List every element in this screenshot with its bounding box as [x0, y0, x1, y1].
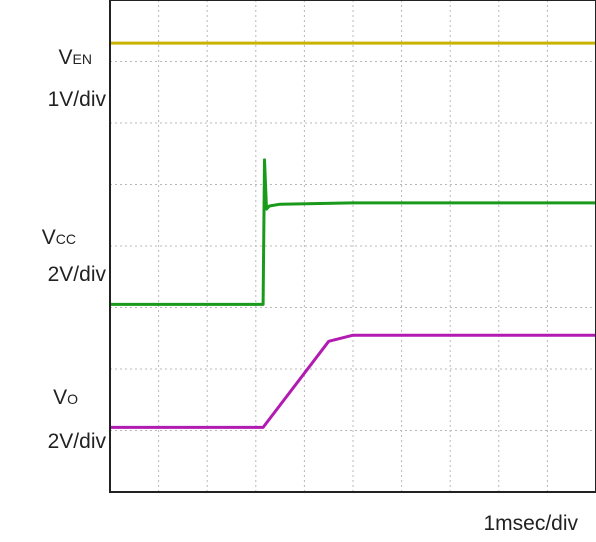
ven-scale: 1V/div — [47, 88, 106, 111]
vo-trace — [110, 333, 596, 429]
vcc-label: VCC — [0, 226, 76, 251]
time-scale-label: 1msec/div — [483, 512, 578, 535]
vo-subscript: O — [67, 391, 78, 407]
grid — [110, 0, 596, 492]
ven-subscript: EN — [72, 51, 92, 67]
plot-frame — [109, 0, 596, 493]
ven-label: VEN — [0, 46, 92, 71]
traces — [110, 41, 596, 429]
vo-scale: 2V/div — [47, 430, 106, 453]
vcc-symbol: V — [41, 226, 56, 249]
ven-symbol: V — [58, 46, 73, 69]
vcc-trace — [110, 158, 596, 306]
vo-label: VO — [0, 386, 78, 411]
vcc-subscript: CC — [55, 231, 76, 247]
vo-symbol: V — [53, 386, 68, 409]
vcc-scale: 2V/div — [47, 263, 106, 286]
